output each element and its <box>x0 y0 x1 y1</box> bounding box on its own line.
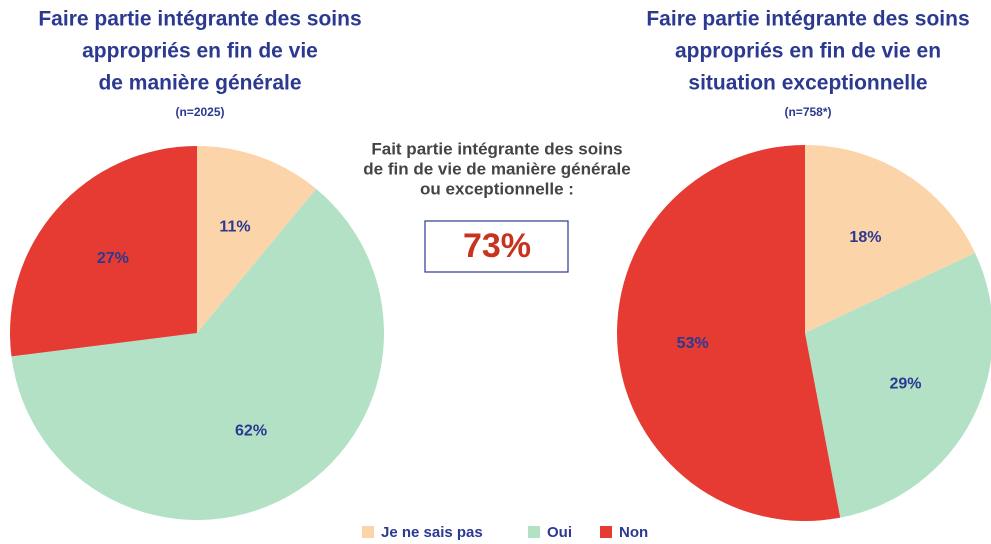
chart-title: Faire partie intégrante des soins <box>646 8 969 31</box>
slice-label: 62% <box>235 423 267 440</box>
slice-label: 18% <box>849 229 881 246</box>
legend-label: Non <box>619 524 648 541</box>
legend-swatch <box>528 526 540 538</box>
pie-slice <box>805 145 976 333</box>
legend-swatch <box>600 526 612 538</box>
legend-swatch <box>362 526 374 538</box>
chart-title: Faire partie intégrante des soins <box>38 8 361 31</box>
pie-slice <box>805 252 991 518</box>
callout-text: Fait partie intégrante des soins <box>371 139 622 158</box>
chart-title: appropriés en fin de vie en <box>675 40 941 63</box>
legend-label: Oui <box>547 524 572 541</box>
chart-title: de manière générale <box>98 72 301 95</box>
pie-slice <box>11 188 385 521</box>
chart-title: situation exceptionnelle <box>688 72 927 95</box>
pie-slice <box>9 146 197 357</box>
legend-label: Je ne sais pas <box>381 524 483 541</box>
callout-text: ou exceptionnelle : <box>420 179 574 198</box>
slice-label: 11% <box>219 219 250 236</box>
chart-subtitle: (n=758*) <box>784 105 831 119</box>
slice-label: 29% <box>889 375 921 392</box>
callout-value: 73% <box>463 227 531 265</box>
slice-label: 53% <box>677 335 709 352</box>
chart-title: appropriés en fin de vie <box>82 40 318 63</box>
pie-slice <box>197 146 317 333</box>
chart-subtitle: (n=2025) <box>175 105 224 119</box>
callout-box <box>424 220 569 273</box>
callout-text: de fin de vie de manière générale <box>363 159 630 178</box>
pie-slice <box>616 145 841 521</box>
slice-label: 27% <box>97 250 129 267</box>
